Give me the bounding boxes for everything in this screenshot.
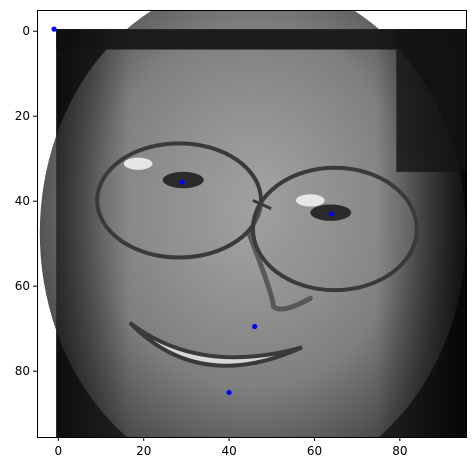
y-tick-label: 80: [15, 364, 30, 378]
left-glint: [123, 157, 153, 170]
right-glint: [295, 194, 325, 207]
landmark-point: [51, 26, 57, 32]
x-tick-label: 60: [307, 444, 322, 458]
left-lens: [95, 141, 264, 260]
background-dark: [396, 29, 466, 172]
axes-frame: [37, 10, 467, 438]
landmark-points: [51, 26, 335, 395]
smile-teeth: [128, 321, 303, 368]
landmark-point: [226, 389, 232, 395]
y-tick-label: 60: [15, 279, 30, 293]
x-tick-label: 40: [221, 444, 236, 458]
x-tick-label: 80: [392, 444, 407, 458]
landmark-point: [328, 211, 335, 217]
glasses-bridge: [252, 199, 272, 210]
nose-contour: [246, 230, 313, 312]
y-tick-label: 0: [22, 24, 30, 38]
landmark-point: [179, 179, 185, 185]
face-photo: [39, 10, 466, 437]
x-tick-label: 20: [136, 444, 151, 458]
right-lens: [250, 165, 419, 293]
landmark-point: [252, 323, 258, 330]
y-tick-label: 20: [15, 109, 30, 123]
y-tick-label: 40: [15, 194, 30, 208]
y-axis-ticks: 0 20 40 60 80: [15, 24, 37, 378]
x-axis-ticks: 0 20 40 60 80: [55, 437, 407, 458]
x-tick-label: 0: [55, 444, 63, 458]
